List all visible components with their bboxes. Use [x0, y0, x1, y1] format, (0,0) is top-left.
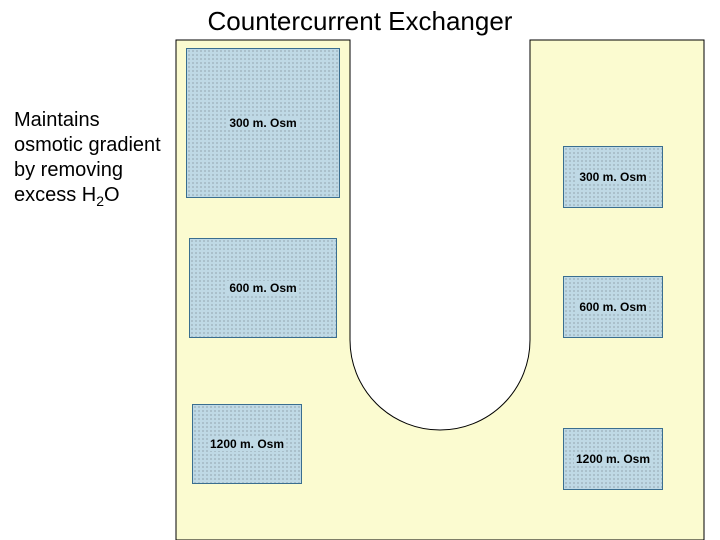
osm-box-label: 1200 m. Osm — [208, 437, 286, 451]
osm-box: 1200 m. Osm — [192, 404, 302, 484]
osm-box-label: 300 m. Osm — [227, 116, 298, 130]
osm-box: 1200 m. Osm — [563, 428, 663, 490]
osm-box-label: 600 m. Osm — [227, 281, 298, 295]
osm-box: 300 m. Osm — [563, 146, 663, 208]
osm-box: 300 m. Osm — [186, 48, 340, 198]
osm-box-label: 300 m. Osm — [577, 170, 648, 184]
osm-box: 600 m. Osm — [189, 238, 337, 338]
osm-box-label: 1200 m. Osm — [574, 452, 652, 466]
osm-box: 600 m. Osm — [563, 276, 663, 338]
osm-box-label: 600 m. Osm — [577, 300, 648, 314]
